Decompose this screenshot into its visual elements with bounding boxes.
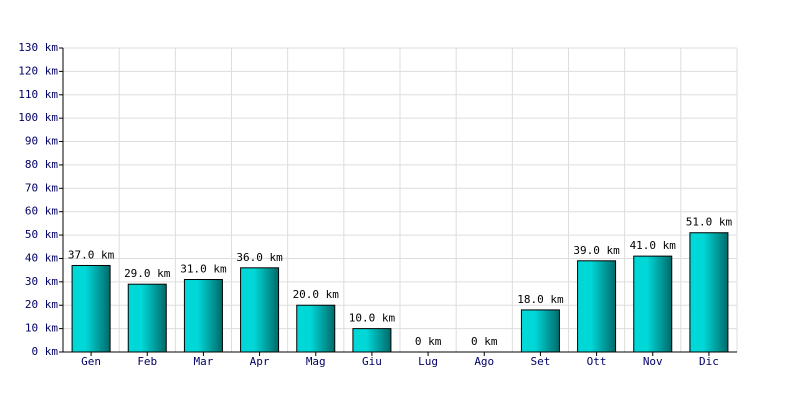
- bar: [577, 260, 617, 353]
- value-label: 0 km: [471, 335, 498, 348]
- x-tick-label: Gen: [81, 355, 101, 368]
- value-label: 10.0 km: [349, 312, 396, 325]
- x-tick-label: Ago: [474, 355, 494, 368]
- y-tick-label: 50 km: [25, 228, 58, 241]
- y-tick-label: 20 km: [25, 298, 58, 311]
- y-tick-label: 70 km: [25, 181, 58, 194]
- y-tick-label: 30 km: [25, 275, 58, 288]
- x-tick-label: Nov: [643, 355, 663, 368]
- y-tick-label: 100 km: [18, 111, 58, 124]
- bar: [127, 283, 167, 353]
- y-tick-label: 40 km: [25, 251, 58, 264]
- value-label: 39.0 km: [573, 244, 620, 257]
- x-tick-label: Feb: [137, 355, 157, 368]
- value-label: 29.0 km: [124, 267, 171, 280]
- x-tick-label: Set: [530, 355, 550, 368]
- value-label: 36.0 km: [236, 251, 283, 264]
- y-tick-label: 120 km: [18, 64, 58, 77]
- value-label: 37.0 km: [68, 248, 115, 261]
- x-tick-label: Mag: [306, 355, 326, 368]
- bar: [240, 267, 280, 353]
- value-label: 0 km: [415, 335, 442, 348]
- bar: [689, 232, 729, 353]
- y-tick-label: 10 km: [25, 322, 58, 335]
- bar: [352, 328, 392, 353]
- value-label: 18.0 km: [517, 293, 564, 306]
- y-tick-label: 0 km: [32, 345, 59, 358]
- y-tick-label: 130 km: [18, 41, 58, 54]
- value-label: 51.0 km: [686, 216, 733, 229]
- bar: [633, 255, 673, 353]
- y-tick-label: 80 km: [25, 158, 58, 171]
- x-tick-label: Dic: [699, 355, 719, 368]
- value-label: 31.0 km: [180, 263, 227, 276]
- y-tick-label: 60 km: [25, 205, 58, 218]
- value-label: 20.0 km: [293, 288, 340, 301]
- bar: [296, 304, 336, 353]
- x-tick-label: Apr: [250, 355, 270, 368]
- x-tick-label: Giu: [362, 355, 382, 368]
- y-tick-label: 110 km: [18, 88, 58, 101]
- x-tick-label: Lug: [418, 355, 438, 368]
- bar: [520, 309, 560, 353]
- x-tick-label: Ott: [587, 355, 607, 368]
- y-tick-label: 90 km: [25, 135, 58, 148]
- bar: [71, 264, 111, 353]
- x-tick-label: Mar: [193, 355, 213, 368]
- bar: [183, 279, 223, 353]
- value-label: 41.0 km: [630, 239, 677, 252]
